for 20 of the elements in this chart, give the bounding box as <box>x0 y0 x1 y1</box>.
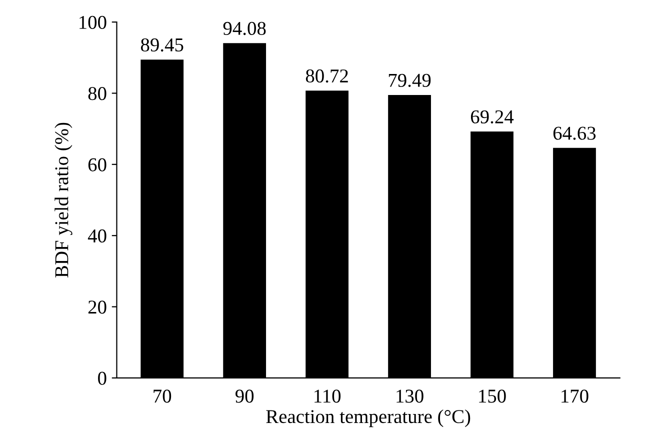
data-label: 79.49 <box>388 74 431 88</box>
x-tick-label: 90 <box>235 390 254 403</box>
y-tick-label: 0 <box>98 372 106 385</box>
y-tick-label: 40 <box>88 229 106 243</box>
data-label: 80.72 <box>306 69 348 83</box>
y-axis-title: BDF yield ratio (%) <box>54 122 72 278</box>
data-label: 94.08 <box>223 22 266 36</box>
x-tick-label: 150 <box>479 390 506 403</box>
x-tick-label: 130 <box>396 390 424 403</box>
y-tick-label: 20 <box>88 300 106 314</box>
data-label: 69.24 <box>470 110 514 124</box>
data-label: 64.63 <box>553 126 596 140</box>
data-label: 89.45 <box>140 38 184 52</box>
y-tick-label: 60 <box>88 158 106 172</box>
x-axis-title: Reaction temperature (°C) <box>266 409 470 428</box>
x-tick-label: 70 <box>154 390 172 403</box>
y-tick-label: 80 <box>88 87 106 100</box>
x-tick-label: 170 <box>562 390 588 403</box>
y-tick-label: 100 <box>80 16 106 29</box>
x-tick-label: 110 <box>314 390 341 403</box>
